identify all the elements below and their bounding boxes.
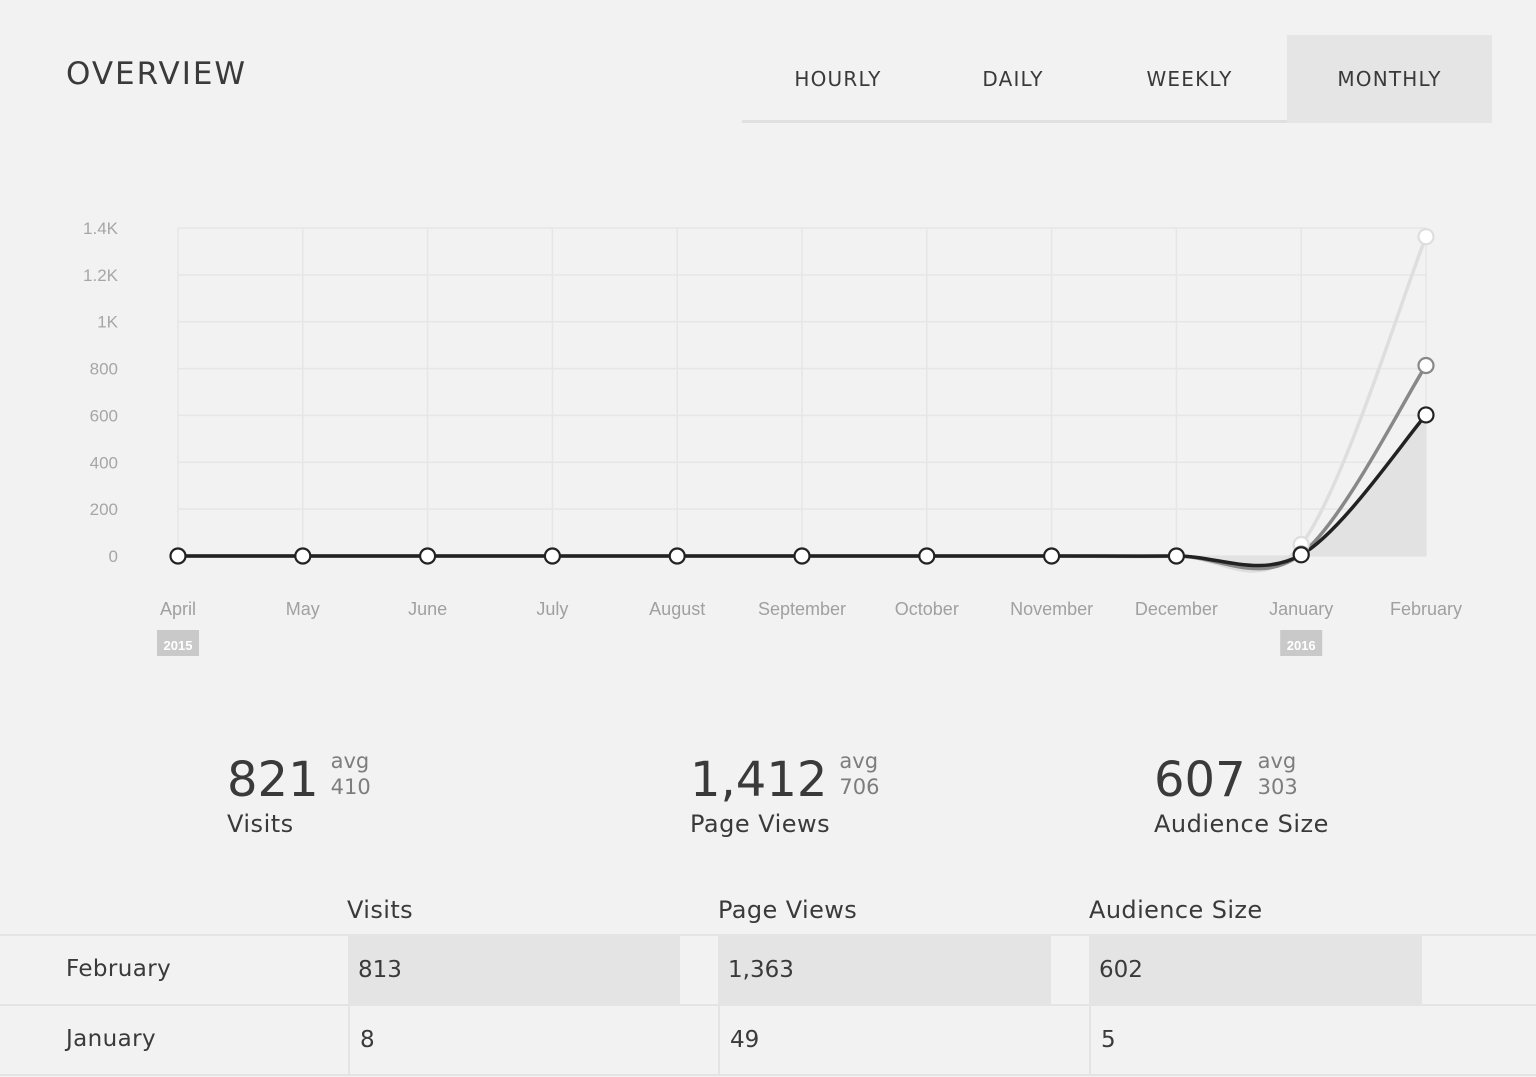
visits-value: 813 <box>358 957 402 983</box>
x-tick-label: February <box>1390 599 1462 619</box>
data-point <box>793 547 811 565</box>
tab-monthly[interactable]: MONTHLY <box>1287 35 1492 123</box>
data-point <box>1417 228 1435 246</box>
stat-audience-size: 607 avg 303 Audience Size <box>1154 748 1329 838</box>
stats-table: Visits Page Views Audience Size February… <box>0 890 1536 1076</box>
stat-page-views-value: 1,412 <box>690 752 828 808</box>
data-point <box>1167 547 1186 565</box>
table-row[interactable]: February 813 1,363 602 <box>0 934 1536 1004</box>
x-tick-label: April <box>160 599 196 619</box>
audience-size-cell: 5 <box>1089 1006 1460 1074</box>
y-tick-label: 1K <box>97 313 118 332</box>
visits-cell: 813 <box>348 936 718 1004</box>
row-label: February <box>66 956 172 982</box>
data-point <box>668 547 686 565</box>
y-tick-label: 200 <box>90 500 118 519</box>
tab-daily[interactable]: DAILY <box>982 67 1044 91</box>
x-tick-label: September <box>758 599 846 619</box>
y-tick-label: 600 <box>90 406 118 425</box>
visits-bar <box>348 936 680 1004</box>
year-marker-badge <box>157 630 199 656</box>
period-tabs: HOURLY DAILY WEEKLY MONTHLY <box>742 35 1492 123</box>
stat-visits-avg-label: avg <box>330 749 370 773</box>
stat-page-views-avg-label: avg <box>839 749 879 773</box>
y-tick-label: 1.4K <box>83 219 119 238</box>
visits-cell: 8 <box>348 1006 718 1074</box>
x-tick-label: August <box>649 599 705 619</box>
audience-size-value: 5 <box>1101 1027 1116 1053</box>
column-header-audience-size: Audience Size <box>1089 896 1263 924</box>
stat-audience-size-value: 607 <box>1154 752 1246 808</box>
column-header-page-views: Page Views <box>718 896 858 924</box>
data-point <box>1417 406 1435 424</box>
x-tick-label: January <box>1269 599 1333 619</box>
stat-page-views: 1,412 avg 706 Page Views <box>690 748 880 838</box>
tab-weekly[interactable]: WEEKLY <box>1146 67 1233 91</box>
stat-audience-size-avg-label: avg <box>1257 749 1297 773</box>
y-tick-label: 1.2K <box>83 266 119 285</box>
x-tick-label: June <box>408 599 447 619</box>
page-views-bar <box>718 936 1051 1004</box>
y-tick-label: 0 <box>109 547 118 566</box>
column-header-visits: Visits <box>347 896 414 924</box>
data-point <box>543 547 562 565</box>
page-title: OVERVIEW <box>66 56 248 92</box>
y-tick-label: 400 <box>90 453 118 472</box>
data-point <box>169 547 187 565</box>
year-marker-label: 2015 <box>164 638 193 653</box>
y-tick-label: 800 <box>90 360 118 379</box>
overview-line-chart: 0 200 400 600 800 1K 1.2K 1.4K April May June July A… <box>83 219 1462 656</box>
stat-page-views-label: Page Views <box>690 810 831 838</box>
data-point <box>294 547 312 565</box>
x-tick-label: May <box>286 599 320 619</box>
x-tick-label: October <box>895 599 959 619</box>
stat-visits: 821 avg 410 Visits <box>227 748 371 838</box>
stat-page-views-avg: 706 <box>839 775 880 799</box>
page-views-value: 1,363 <box>728 957 794 983</box>
data-point <box>918 547 936 565</box>
tabs-underline <box>742 120 1287 123</box>
table-row[interactable]: January 8 49 5 <box>0 1004 1536 1076</box>
audience-size-cell: 602 <box>1089 936 1460 1004</box>
data-point <box>1042 547 1061 565</box>
tab-hourly[interactable]: HOURLY <box>794 67 882 91</box>
x-tick-label: December <box>1135 599 1218 619</box>
year-marker-label: 2016 <box>1287 638 1316 653</box>
data-point <box>419 547 437 565</box>
audience-size-bar <box>1089 936 1422 1004</box>
stat-visits-value: 821 <box>227 752 319 808</box>
visits-value: 8 <box>360 1027 375 1053</box>
year-marker-badge <box>1280 630 1323 656</box>
table-header: Visits Page Views Audience Size <box>0 890 1536 934</box>
page-views-cell: 49 <box>718 1006 1089 1074</box>
page-views-value: 49 <box>730 1027 760 1053</box>
stat-audience-size-avg: 303 <box>1257 775 1298 799</box>
stat-visits-avg: 410 <box>330 775 371 799</box>
page-views-cell: 1,363 <box>718 936 1089 1004</box>
stat-audience-size-label: Audience Size <box>1154 810 1329 838</box>
x-tick-label: November <box>1010 599 1093 619</box>
data-point <box>1292 546 1310 564</box>
data-point <box>1417 356 1435 375</box>
row-label: January <box>66 1026 156 1052</box>
stat-visits-label: Visits <box>227 810 294 838</box>
x-tick-label: July <box>536 599 568 619</box>
audience-size-value: 602 <box>1099 957 1143 983</box>
